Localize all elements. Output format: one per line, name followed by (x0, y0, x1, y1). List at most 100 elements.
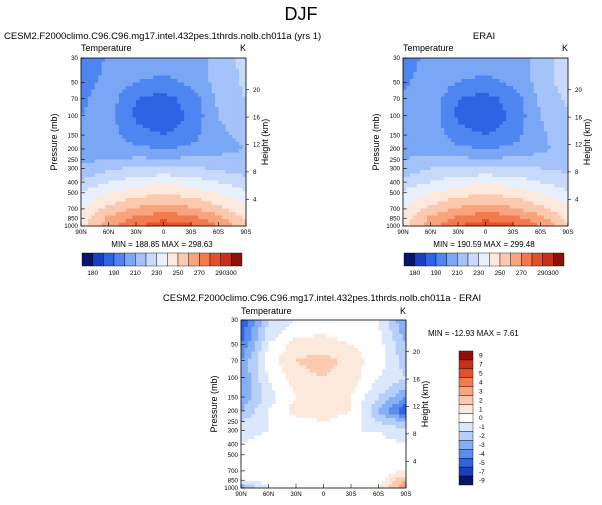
field-cell (184, 103, 188, 108)
field-cell (156, 198, 161, 202)
field-cell (550, 191, 555, 195)
field-cell (149, 79, 154, 83)
field-cell (423, 205, 428, 209)
field-cell (499, 156, 504, 160)
field-cell (146, 145, 151, 150)
field-cell (554, 177, 559, 181)
field-cell (101, 205, 106, 209)
field-cell (218, 177, 223, 181)
field-cell (118, 65, 123, 69)
field-cell (478, 205, 483, 209)
field-cell (523, 156, 528, 160)
field-cell (211, 194, 216, 199)
field-cell (488, 124, 493, 129)
field-cell (101, 166, 106, 171)
field-cell (464, 205, 469, 209)
field-cell (87, 114, 92, 118)
field-cell (416, 79, 421, 83)
field-cell (242, 61, 247, 66)
field-cell (547, 93, 552, 97)
field-cell (478, 187, 483, 192)
field-cell (433, 149, 438, 153)
field-cell (430, 110, 435, 115)
field-cell (451, 75, 455, 80)
field-cell (482, 117, 486, 122)
field-cell (239, 79, 243, 83)
field-cell (125, 121, 130, 125)
field-cell (540, 166, 545, 171)
field-cell (122, 198, 127, 202)
field-cell (187, 79, 192, 83)
field-cell (440, 198, 445, 202)
field-cell (430, 205, 435, 209)
field-cell (554, 198, 559, 202)
field-cell (153, 173, 158, 178)
field-cell (142, 184, 147, 188)
field-cell (268, 320, 273, 324)
field-cell (444, 114, 449, 118)
field-cell (208, 75, 213, 80)
field-cell (149, 75, 154, 80)
field-cell (163, 149, 168, 153)
field-cell (87, 131, 92, 136)
field-cell (146, 191, 151, 195)
field-cell (427, 173, 431, 178)
field-cell (180, 131, 185, 136)
field-cell (228, 100, 233, 104)
field-cell (239, 159, 243, 164)
field-cell (211, 156, 216, 160)
field-cell (557, 96, 562, 101)
field-cell (513, 205, 517, 209)
field-cell (437, 142, 442, 146)
field-cell (204, 142, 209, 146)
field-cell (499, 201, 504, 206)
field-cell (215, 100, 219, 104)
field-cell (554, 184, 559, 188)
field-cell (156, 177, 161, 181)
field-cell (184, 96, 188, 101)
field-cell (239, 194, 243, 199)
field-cell (444, 222, 449, 227)
field-cell (184, 180, 188, 185)
field-cell (184, 205, 188, 209)
field-cell (101, 177, 106, 181)
field-cell (550, 138, 555, 143)
field-cell (87, 96, 92, 101)
field-cell (177, 58, 182, 62)
field-cell (146, 89, 151, 94)
field-cell (108, 156, 113, 160)
field-cell (187, 191, 192, 195)
pressure-tick-label: 30 (393, 55, 400, 62)
field-cell (170, 138, 175, 143)
field-cell (464, 89, 469, 94)
field-cell (87, 124, 92, 129)
field-cell (478, 107, 483, 111)
field-cell (440, 65, 445, 69)
field-cell (91, 72, 96, 76)
field-cell (153, 124, 158, 129)
field-cell (146, 208, 151, 213)
field-cell (537, 145, 541, 150)
field-cell (156, 131, 161, 136)
field-cell (239, 219, 243, 223)
field-cell (163, 121, 168, 125)
field-cell (239, 145, 243, 150)
field-cell (296, 323, 300, 328)
field-cell (160, 107, 164, 111)
field-cell (160, 173, 164, 178)
field-cell (423, 201, 428, 206)
field-cell (561, 166, 565, 171)
field-cell (191, 145, 195, 150)
field-cell (94, 170, 99, 174)
field-cell (163, 117, 168, 122)
field-cell (166, 58, 171, 62)
field-cell (160, 170, 164, 174)
field-cell (547, 170, 552, 174)
field-cell (101, 212, 106, 216)
field-cell (187, 93, 192, 97)
field-cell (129, 103, 133, 108)
field-cell (444, 194, 449, 199)
field-cell (488, 222, 493, 227)
field-cell (87, 128, 92, 132)
field-cell (454, 163, 459, 167)
